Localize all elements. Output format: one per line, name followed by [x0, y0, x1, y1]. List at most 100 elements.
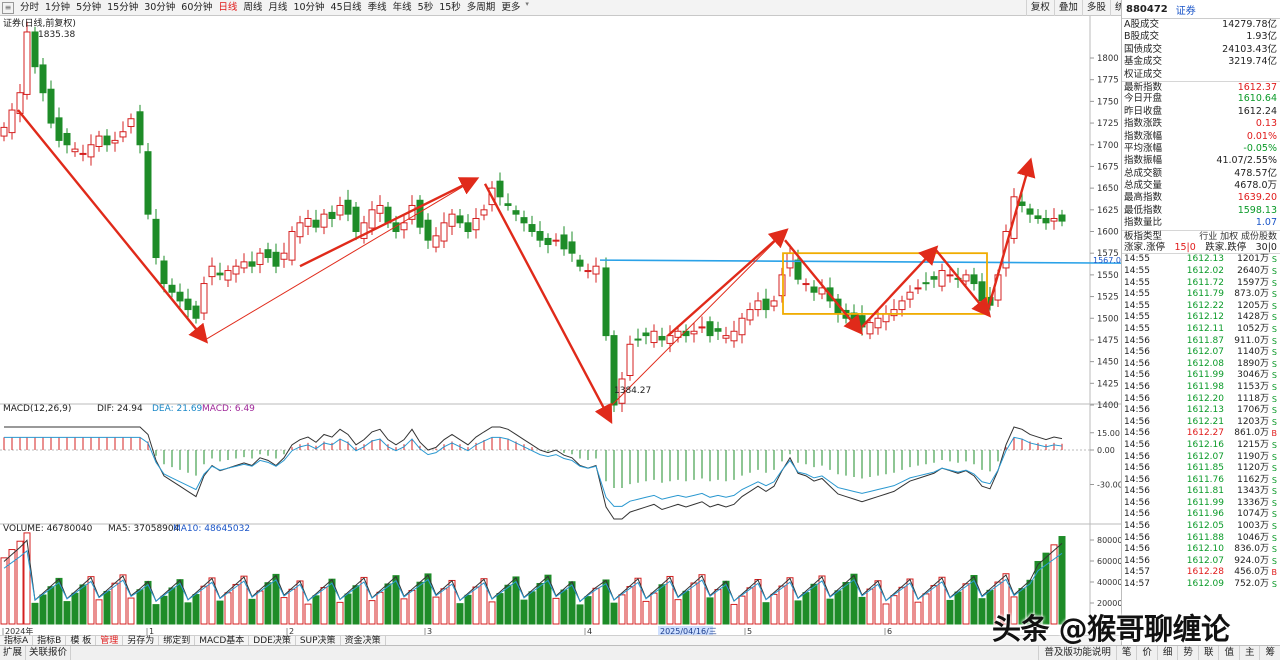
period-tab[interactable]: 分时: [20, 1, 40, 13]
candle: [144, 151, 152, 215]
period-tab[interactable]: 5分钟: [76, 1, 102, 13]
period-tab[interactable]: 15秒: [439, 1, 461, 13]
volume-bar: [248, 598, 256, 625]
price-tick-label: 1450: [1097, 358, 1119, 368]
volume-bar: [890, 595, 898, 625]
stat-row: A股成交 14279.78亿: [1122, 19, 1280, 31]
period-tab[interactable]: 60分钟: [181, 1, 213, 13]
menu-icon[interactable]: ≡: [2, 1, 14, 14]
date-label: 5: [747, 627, 752, 636]
period-tab[interactable]: 月线: [268, 1, 288, 13]
bottom-tab[interactable]: 扩展: [0, 646, 27, 660]
stat-label: 最低指数: [1124, 204, 1163, 216]
indicator-tab[interactable]: DDE决策: [249, 636, 296, 646]
tool-button[interactable]: 复权: [1025, 0, 1054, 16]
stat-row: 昨日收盘 1612.24: [1122, 106, 1280, 118]
tick-time: 14:56: [1124, 451, 1150, 462]
tick-volume: 873.0万: [1234, 289, 1269, 300]
tick-list[interactable]: 14:55 1612.13 1201万 S 14:55 1612.02 2640万 S 14:5…: [1122, 254, 1280, 590]
volume-bar: [127, 597, 135, 625]
candle: [610, 335, 618, 406]
candle: [296, 222, 304, 238]
candle: [770, 300, 778, 307]
tick-side: S: [1271, 324, 1277, 334]
candle: [818, 287, 826, 295]
bottom-view-button[interactable]: 联: [1197, 646, 1219, 660]
tick-side: S: [1271, 336, 1277, 346]
volume-bar: [376, 591, 384, 625]
candle: [634, 338, 642, 341]
bottom-view-button[interactable]: 主: [1238, 646, 1260, 660]
macd-panel: 15.00 0.00 -30.00: [0, 426, 1121, 520]
indicator-tab[interactable]: 绑定到: [159, 636, 196, 646]
tick-volume: 456.0万: [1234, 567, 1269, 578]
tool-button[interactable]: 叠加: [1053, 0, 1082, 16]
period-tab[interactable]: 年线: [392, 1, 412, 13]
period-tab[interactable]: 30分钟: [144, 1, 176, 13]
volume-bar: [224, 592, 232, 625]
candle: [127, 118, 135, 128]
bottom-view-button[interactable]: 值: [1218, 646, 1239, 660]
volume-bar: [1042, 552, 1050, 625]
candle: [528, 224, 536, 232]
indicator-tab[interactable]: 管理: [96, 636, 124, 646]
period-tab[interactable]: 季线: [367, 1, 387, 13]
volume-bar: [528, 591, 536, 625]
volume-bar: [440, 588, 448, 625]
tick-row: 14:56 1611.99 3046万 S: [1122, 370, 1280, 382]
bottom-view-button[interactable]: 细: [1156, 646, 1178, 660]
indicator-tab[interactable]: 资金决策: [341, 636, 386, 646]
bottom-view-button[interactable]: 笔: [1115, 646, 1137, 660]
period-tab[interactable]: 15分钟: [107, 1, 139, 13]
candle: [240, 261, 248, 269]
period-tab[interactable]: 多周期: [466, 1, 496, 13]
volume-bar: [986, 589, 994, 625]
period-tab[interactable]: 1分钟: [45, 1, 71, 13]
candle: [136, 111, 144, 146]
tick-side: S: [1271, 475, 1277, 485]
period-tab[interactable]: 45日线: [330, 1, 362, 13]
tick-side: B: [1271, 429, 1278, 439]
tick-side: S: [1271, 406, 1277, 416]
chevron-down-icon[interactable]: ▾: [525, 0, 529, 8]
stat-label: 指数量比: [1124, 217, 1163, 229]
period-tab[interactable]: 10分钟: [293, 1, 325, 13]
rise-value: 15|0: [1174, 242, 1196, 254]
volume-bar: [978, 598, 986, 625]
chart-area[interactable]: 1800177517501725170016751650162516001575…: [0, 16, 1121, 636]
bottom-tab[interactable]: 关联报价: [26, 646, 72, 660]
bottom-view-button[interactable]: 价: [1136, 646, 1157, 660]
indicator-tab[interactable]: 指标B: [33, 636, 67, 646]
tool-button[interactable]: 多股: [1081, 0, 1110, 16]
tick-price: 1611.72: [1186, 277, 1224, 288]
tick-price: 1612.13: [1186, 254, 1224, 265]
board-type-row: 板指类型 行业 加权 成份股数: [1122, 229, 1280, 242]
period-tab[interactable]: 日线: [218, 1, 238, 13]
indicator-tab[interactable]: 指标A: [0, 636, 34, 646]
indicator-tab[interactable]: 模 板: [66, 636, 97, 646]
tick-price: 1611.98: [1186, 381, 1224, 392]
period-tab[interactable]: 更多: [501, 1, 521, 13]
tick-side: S: [1271, 371, 1277, 381]
stock-name[interactable]: 证券: [1175, 5, 1196, 17]
candle: [866, 322, 874, 335]
candle: [392, 222, 400, 232]
volume-bar: [39, 594, 47, 625]
indicator-tab[interactable]: 另存为: [123, 636, 160, 646]
candle: [352, 206, 360, 233]
board-type-value: 行业 加权 成份股数: [1199, 231, 1277, 242]
tick-side: S: [1271, 267, 1277, 277]
bottom-view-button[interactable]: 势: [1177, 646, 1198, 660]
tick-side: S: [1271, 533, 1277, 543]
tick-time: 14:56: [1124, 497, 1150, 508]
feature-info-link[interactable]: 普及版功能说明: [1038, 646, 1116, 660]
period-tab[interactable]: 周线: [243, 1, 263, 13]
indicator-tab[interactable]: SUP决策: [296, 636, 341, 646]
indicator-tab[interactable]: MACD基本: [195, 636, 250, 646]
bottom-view-button[interactable]: 筹: [1259, 646, 1280, 660]
price-tick-label: 1475: [1097, 336, 1119, 346]
tick-price: 1611.96: [1186, 509, 1224, 520]
volume-bar: [304, 603, 312, 625]
period-tab[interactable]: 5秒: [417, 1, 434, 13]
stat-value: 1639.20: [1237, 192, 1277, 204]
